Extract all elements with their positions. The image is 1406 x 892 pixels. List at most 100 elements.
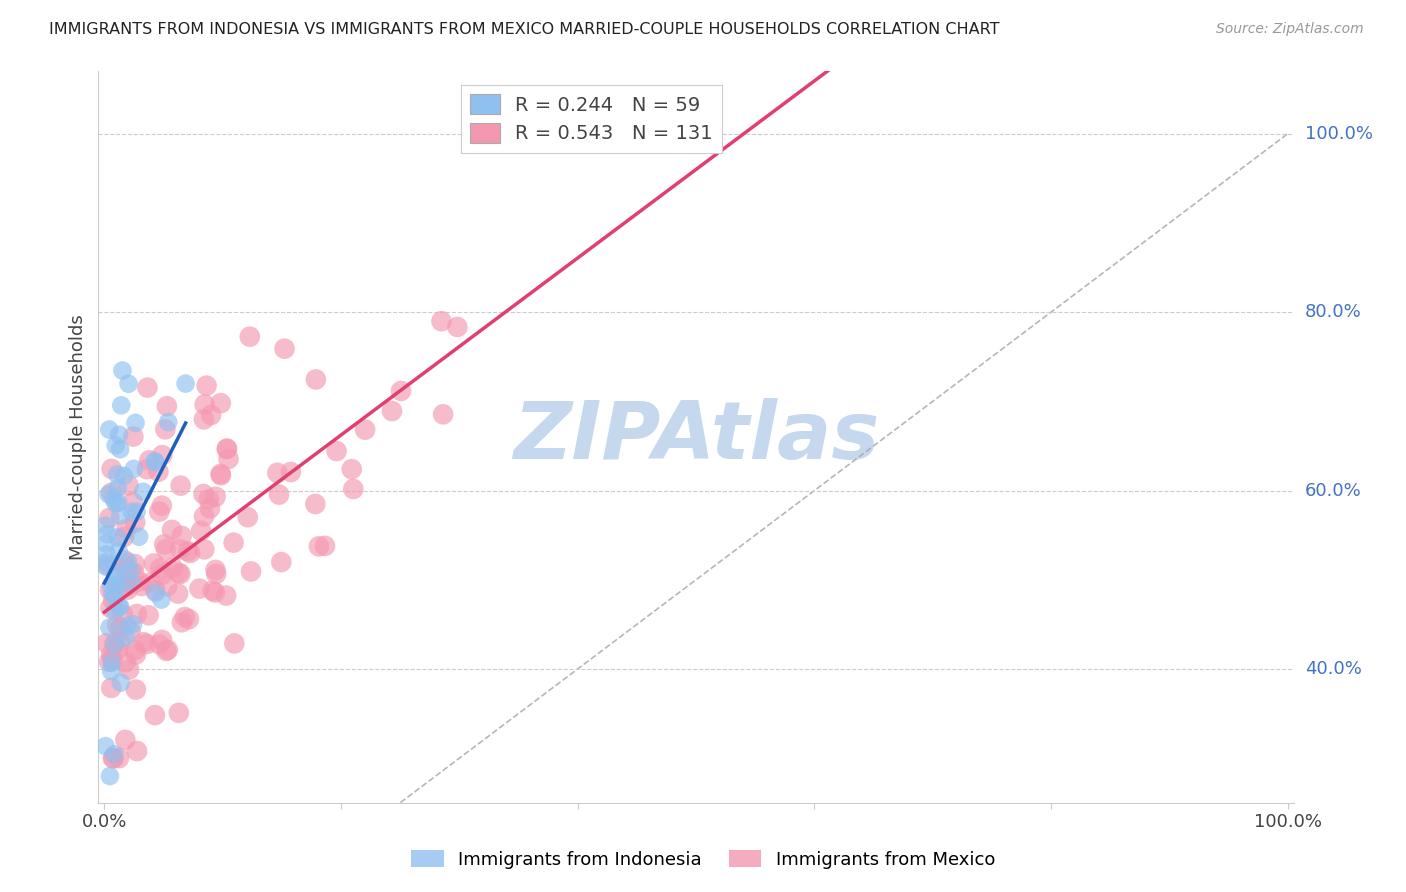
Point [215,589,238,603]
Point [120,563,142,577]
Point [128,530,150,544]
Point [224,636,246,650]
Point [179,546,201,560]
Point [162,560,184,574]
Point [112,469,135,483]
Text: 40.0%: 40.0% [1305,660,1361,678]
Point [114,564,136,578]
Point [209,468,232,483]
Point [105,566,128,581]
Point [117,555,139,569]
Point [273,342,295,356]
Point [132,484,155,499]
Point [114,553,136,567]
Point [98,423,121,437]
Point [209,467,232,481]
Point [96,558,118,572]
Point [314,539,336,553]
Point [148,505,170,519]
Y-axis label: Married-couple Households: Married-couple Households [69,314,87,560]
Point [204,563,226,577]
Point [155,542,177,557]
Point [107,643,129,657]
Point [149,561,172,575]
Point [170,529,193,543]
Point [150,632,173,647]
Point [122,566,145,580]
Point [100,664,122,678]
Point [115,580,138,594]
Point [267,487,290,501]
Point [125,744,148,758]
Point [108,442,131,457]
Point [145,455,167,469]
Point [98,769,121,783]
Point [142,557,165,571]
Point [94,559,117,574]
Point [215,442,238,456]
Point [94,518,117,533]
Point [150,592,173,607]
Point [101,751,124,765]
Point [135,637,157,651]
Point [122,462,145,476]
Point [97,487,120,501]
Point [266,466,288,480]
Point [138,608,160,623]
Point [239,329,262,343]
Point [108,622,131,636]
Point [193,542,215,557]
Point [98,511,121,525]
Point [150,499,173,513]
Point [389,384,412,398]
Point [96,527,118,541]
Point [131,579,153,593]
Point [107,544,129,558]
Point [94,739,117,754]
Point [103,593,125,607]
Point [167,586,190,600]
Point [111,363,134,377]
Point [96,547,118,561]
Point [103,637,125,651]
Point [143,708,166,723]
Text: 60.0%: 60.0% [1305,482,1361,500]
Point [153,537,176,551]
Point [108,599,131,614]
Point [103,588,125,602]
Point [121,505,143,519]
Point [205,566,228,581]
Point [155,644,177,658]
Point [108,599,131,614]
Point [117,582,139,597]
Point [169,542,191,557]
Point [125,505,148,519]
Point [100,656,122,670]
Point [124,557,146,571]
Point [110,635,132,649]
Point [115,522,138,536]
Point [446,320,468,334]
Point [118,663,141,677]
Point [104,438,127,452]
Point [125,607,148,621]
Point [108,751,131,765]
Point [98,582,121,597]
Point [100,462,122,476]
Point [198,501,221,516]
Text: 100.0%: 100.0% [1305,125,1372,143]
Point [340,462,363,476]
Point [98,621,121,635]
Point [139,575,162,590]
Point [430,314,453,328]
Point [193,412,215,426]
Text: Source: ZipAtlas.com: Source: ZipAtlas.com [1216,22,1364,37]
Point [143,583,166,598]
Text: IMMIGRANTS FROM INDONESIA VS IMMIGRANTS FROM MEXICO MARRIED-COUPLE HOUSEHOLDS CO: IMMIGRANTS FROM INDONESIA VS IMMIGRANTS … [49,22,1000,37]
Point [128,574,150,589]
Point [124,516,146,530]
Point [115,619,138,633]
Point [167,566,190,580]
Point [117,376,139,391]
Point [155,422,177,436]
